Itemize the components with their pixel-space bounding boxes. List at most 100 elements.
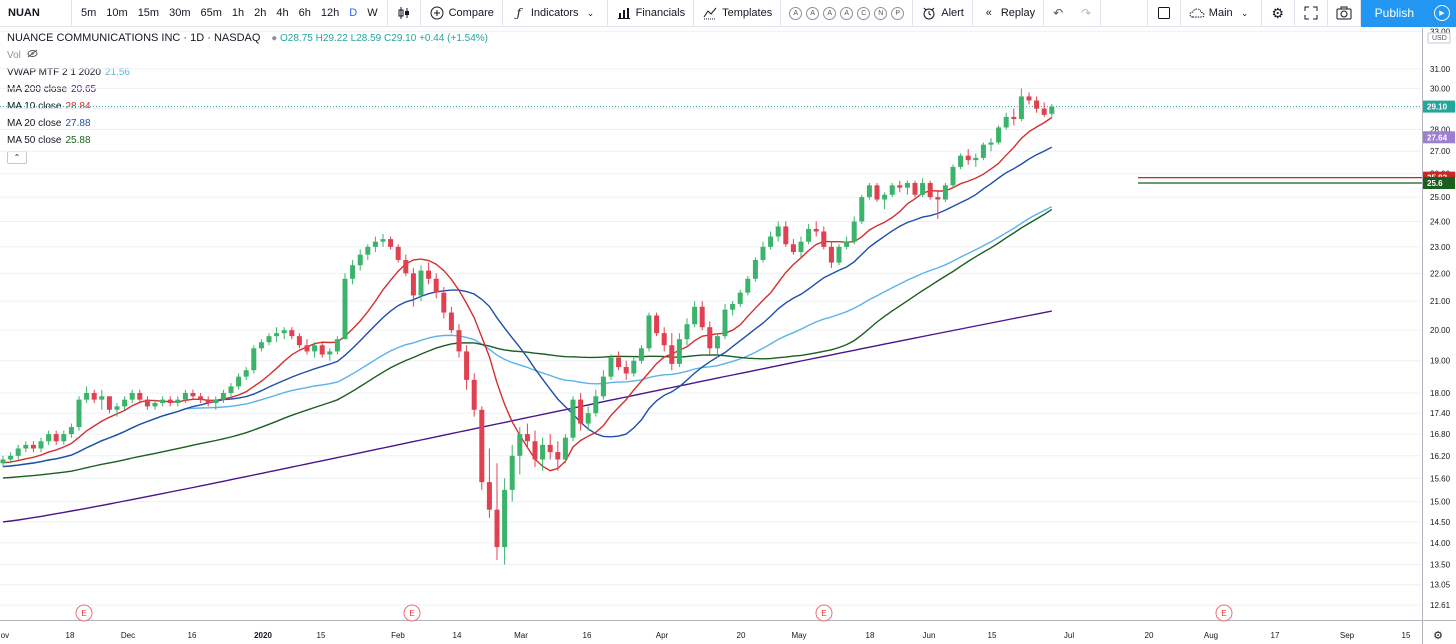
candle[interactable] xyxy=(524,423,530,449)
candle[interactable] xyxy=(593,389,599,417)
candle[interactable] xyxy=(410,267,416,307)
candle[interactable] xyxy=(676,333,682,368)
candle[interactable] xyxy=(904,180,910,195)
axis-settings-gear-icon[interactable]: ⚙ xyxy=(1433,630,1443,642)
candle[interactable] xyxy=(99,389,105,410)
candle[interactable] xyxy=(76,396,82,431)
candle[interactable] xyxy=(68,423,74,438)
candle[interactable] xyxy=(638,345,644,364)
candle[interactable] xyxy=(213,396,219,410)
compare-button[interactable]: Compare xyxy=(421,0,503,27)
candle[interactable] xyxy=(281,327,287,340)
candle[interactable] xyxy=(882,192,888,210)
candle[interactable] xyxy=(1026,92,1032,105)
candle[interactable] xyxy=(965,149,971,165)
candle[interactable] xyxy=(920,178,926,198)
candle[interactable] xyxy=(623,360,629,380)
price-chart[interactable]: 33.0031.0030.0029.0028.0027.0026.0025.00… xyxy=(0,28,1456,644)
candle[interactable] xyxy=(160,396,166,407)
candle[interactable] xyxy=(304,339,310,355)
candle[interactable] xyxy=(509,444,515,502)
candle[interactable] xyxy=(973,153,979,167)
candle[interactable] xyxy=(342,273,348,340)
hidden-eye-icon[interactable] xyxy=(27,47,39,64)
candle[interactable] xyxy=(988,138,994,152)
candle[interactable] xyxy=(889,182,895,198)
candle[interactable] xyxy=(479,406,485,490)
candle[interactable] xyxy=(517,427,523,475)
candle[interactable] xyxy=(441,287,447,319)
candle[interactable] xyxy=(46,430,52,445)
candle[interactable] xyxy=(486,448,492,518)
candle[interactable] xyxy=(547,434,553,460)
chart-type-button[interactable] xyxy=(388,0,421,27)
candle[interactable] xyxy=(137,389,143,404)
candle[interactable] xyxy=(570,396,576,442)
candle[interactable] xyxy=(456,324,462,358)
symbol-marker-3[interactable]: A xyxy=(840,6,854,20)
earnings-marker[interactable]: E xyxy=(815,604,833,622)
price-axis[interactable]: 33.0031.0030.0029.0028.0027.0026.0025.00… xyxy=(1422,28,1456,644)
candle[interactable] xyxy=(372,236,378,253)
candle[interactable] xyxy=(1041,102,1047,117)
candle[interactable] xyxy=(1034,96,1040,113)
candle[interactable] xyxy=(198,392,204,404)
candle[interactable] xyxy=(760,241,766,263)
symbol-marker-5[interactable]: N xyxy=(874,6,888,20)
price-marker[interactable]: 25.6 xyxy=(1423,176,1455,189)
fullscreen-layout-button[interactable] xyxy=(1146,0,1181,27)
financials-button[interactable]: Financials xyxy=(608,0,695,27)
candle[interactable] xyxy=(433,273,439,299)
candle[interactable] xyxy=(106,396,112,414)
layout-menu-button[interactable]: Main ⌄ xyxy=(1181,0,1262,27)
candle[interactable] xyxy=(1018,88,1024,122)
candle[interactable] xyxy=(243,367,249,380)
candle[interactable] xyxy=(122,396,128,410)
candle[interactable] xyxy=(1049,104,1055,118)
candle[interactable] xyxy=(806,223,812,245)
candle[interactable] xyxy=(646,312,652,352)
maximize-button[interactable] xyxy=(1295,0,1328,27)
candle[interactable] xyxy=(23,441,29,453)
candle[interactable] xyxy=(707,321,713,355)
interval-2h[interactable]: 2h xyxy=(254,7,267,19)
indicators-button[interactable]: ƒ Indicators ⌄ xyxy=(503,0,608,27)
candle[interactable] xyxy=(114,403,120,417)
candle[interactable] xyxy=(228,383,234,397)
candle[interactable] xyxy=(61,430,67,445)
interval-15m[interactable]: 15m xyxy=(137,7,160,19)
candle[interactable] xyxy=(661,327,667,352)
templates-button[interactable]: Templates xyxy=(694,0,782,27)
candle[interactable] xyxy=(38,437,44,453)
candle[interactable] xyxy=(813,221,819,237)
volume-label[interactable]: Vol xyxy=(7,50,21,61)
candle[interactable] xyxy=(730,301,736,316)
candle[interactable] xyxy=(251,345,257,374)
study-row[interactable]: MA 200 close 20.65 xyxy=(7,81,488,98)
symbol-marker-0[interactable]: A xyxy=(789,6,803,20)
candle[interactable] xyxy=(616,351,622,371)
candle[interactable] xyxy=(585,406,591,431)
redo-button[interactable]: ↷ xyxy=(1072,0,1102,27)
candle[interactable] xyxy=(745,276,751,296)
interval-12h[interactable]: 12h xyxy=(320,7,340,19)
candle[interactable] xyxy=(555,441,561,471)
candle[interactable] xyxy=(866,182,872,200)
earnings-marker[interactable]: E xyxy=(1215,604,1233,622)
candle[interactable] xyxy=(851,216,857,245)
candle[interactable] xyxy=(319,342,325,358)
time-axis[interactable]: Nov 18 Dec 16 2020 15 Feb 14 Mar 16 Apr 20 May 18 Jun 1… xyxy=(0,620,1456,643)
interval-65m[interactable]: 65m xyxy=(200,7,222,19)
publish-button[interactable]: Publish xyxy=(1360,0,1428,27)
study-row[interactable]: VWAP MTF 2 1 2020 21.56 xyxy=(7,64,488,81)
candle[interactable] xyxy=(403,254,409,277)
candle[interactable] xyxy=(289,327,295,340)
candle[interactable] xyxy=(448,306,454,334)
candle[interactable] xyxy=(874,182,880,202)
symbol-marker-4[interactable]: C xyxy=(857,6,871,20)
candle[interactable] xyxy=(30,441,36,453)
candle[interactable] xyxy=(426,262,432,285)
candle[interactable] xyxy=(205,396,211,407)
candle[interactable] xyxy=(15,444,21,460)
candle[interactable] xyxy=(144,396,150,410)
